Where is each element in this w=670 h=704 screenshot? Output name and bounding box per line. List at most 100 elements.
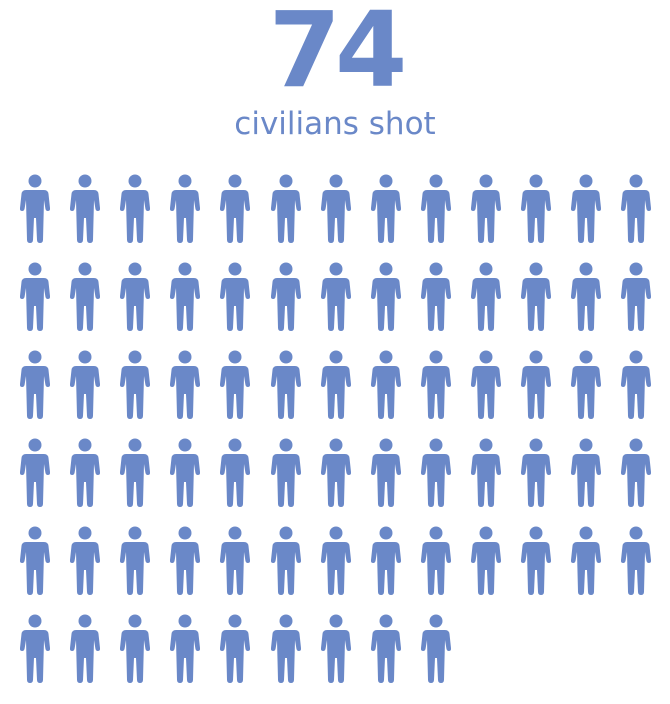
person-icon <box>521 526 551 596</box>
person-icon-glyph <box>120 526 151 595</box>
person-head <box>529 262 543 276</box>
person-head <box>128 262 142 276</box>
person-icon-glyph <box>170 614 201 683</box>
person-body <box>320 630 351 683</box>
person-head <box>178 174 192 188</box>
person-icon-glyph <box>320 614 351 683</box>
person-body <box>521 366 551 419</box>
person-icon <box>20 262 50 332</box>
person-icon <box>20 438 50 508</box>
person-head <box>178 614 192 628</box>
person-icon <box>220 350 251 420</box>
person-head <box>178 262 192 276</box>
person-head <box>479 174 493 188</box>
person-head <box>429 614 443 628</box>
person-icon <box>621 526 652 596</box>
person-icon <box>521 438 551 508</box>
person-head <box>228 262 242 276</box>
person-head <box>529 174 543 188</box>
person-icon <box>370 174 401 244</box>
person-body <box>270 366 301 419</box>
person-head <box>228 174 242 188</box>
person-body <box>370 278 401 331</box>
person-body <box>270 454 301 507</box>
person-icon-glyph <box>120 438 151 507</box>
person-body <box>270 278 301 331</box>
person-head <box>228 614 242 628</box>
person-head <box>279 438 292 452</box>
person-body <box>621 366 652 419</box>
person-icon <box>470 262 501 332</box>
person-icon-glyph <box>521 438 551 507</box>
person-icon <box>170 438 201 508</box>
person-icon <box>220 174 251 244</box>
person-head <box>529 526 543 540</box>
person-body <box>571 278 602 331</box>
person-icon-glyph <box>70 614 101 683</box>
person-icon-glyph <box>370 614 401 683</box>
person-icon <box>571 174 602 244</box>
person-body <box>521 542 551 595</box>
person-body <box>470 542 501 595</box>
person-icon <box>571 350 602 420</box>
person-icon-glyph <box>220 262 251 331</box>
person-icon-glyph <box>320 174 351 243</box>
person-icon-glyph <box>270 174 301 243</box>
person-icon-glyph <box>120 174 151 243</box>
person-body <box>320 190 351 243</box>
person-head <box>329 174 343 188</box>
person-icon-glyph <box>470 526 501 595</box>
person-body <box>120 190 151 243</box>
person-icon-glyph <box>70 438 101 507</box>
person-icon <box>170 526 201 596</box>
person-body <box>370 190 401 243</box>
person-head <box>429 526 443 540</box>
person-body <box>420 190 451 243</box>
person-head <box>128 614 142 628</box>
person-head <box>429 174 443 188</box>
person-icon <box>420 614 451 684</box>
person-icon-glyph <box>220 174 251 243</box>
person-head <box>228 526 242 540</box>
person-head <box>28 614 42 628</box>
person-head <box>429 262 443 276</box>
person-head <box>228 438 242 452</box>
person-body <box>420 542 451 595</box>
person-body <box>70 542 101 595</box>
person-icon-glyph <box>270 262 301 331</box>
person-icon <box>20 614 50 684</box>
person-head <box>78 526 92 540</box>
person-icon-glyph <box>170 262 201 331</box>
person-icon <box>320 526 351 596</box>
person-icon-glyph <box>20 174 50 243</box>
person-head <box>479 262 493 276</box>
person-body <box>170 542 201 595</box>
person-icon-glyph <box>170 438 201 507</box>
person-head <box>128 350 142 364</box>
person-icon-glyph <box>70 350 101 419</box>
person-icon <box>470 438 501 508</box>
person-body <box>220 542 251 595</box>
person-head <box>629 526 643 540</box>
person-icon-glyph <box>70 526 101 595</box>
person-icon-glyph <box>370 350 401 419</box>
person-icon <box>571 438 602 508</box>
person-body <box>70 366 101 419</box>
person-icon-glyph <box>521 526 551 595</box>
person-head <box>629 350 643 364</box>
person-icon-glyph <box>571 350 602 419</box>
person-body <box>320 542 351 595</box>
person-icon-glyph <box>370 526 401 595</box>
person-head <box>279 526 292 540</box>
person-head <box>279 174 292 188</box>
person-body <box>370 630 401 683</box>
person-body <box>571 454 602 507</box>
person-body <box>220 366 251 419</box>
person-head <box>329 614 343 628</box>
person-icon <box>420 526 451 596</box>
person-head <box>178 526 192 540</box>
person-body <box>220 190 251 243</box>
person-body <box>370 542 401 595</box>
person-icon-glyph <box>571 526 602 595</box>
person-icon-glyph <box>220 438 251 507</box>
